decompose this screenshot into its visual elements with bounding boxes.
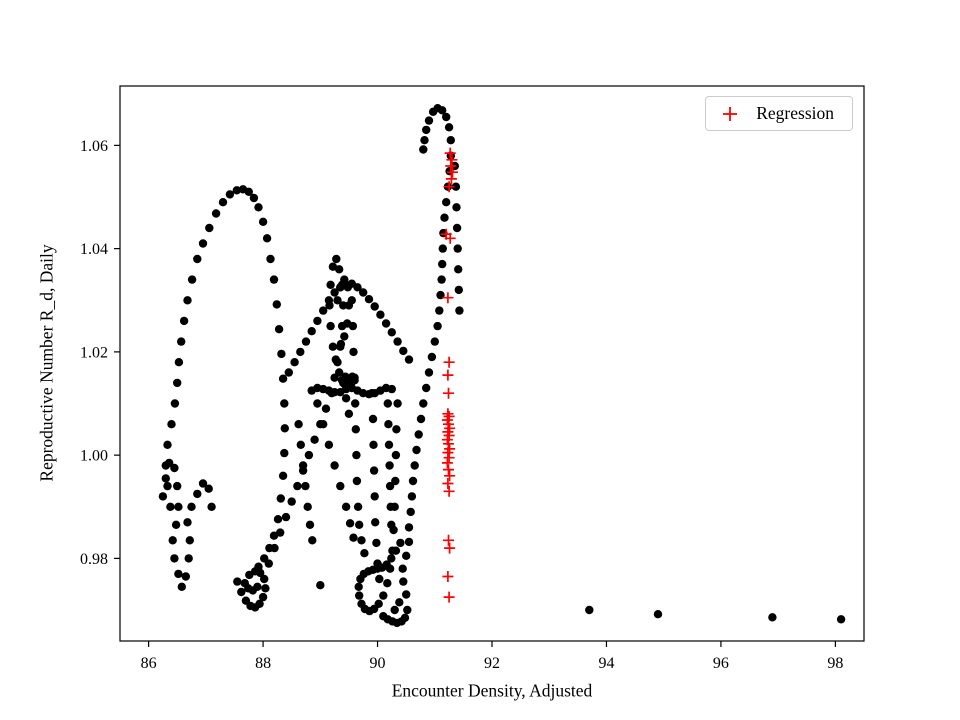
x-ticks: 86 88 90 92 94 96 98	[141, 641, 843, 672]
scatter-series-Regression	[440, 147, 458, 603]
svg-text:92: 92	[484, 655, 500, 672]
y-axis-label: Reproductive Number R_d, Daily	[36, 244, 57, 482]
svg-text:88: 88	[255, 655, 271, 672]
svg-text:1.00: 1.00	[80, 448, 108, 465]
svg-text:98: 98	[827, 655, 843, 672]
axes-frame	[119, 85, 865, 642]
legend-label: Regression	[756, 103, 834, 123]
svg-text:90: 90	[370, 655, 386, 672]
svg-text:1.02: 1.02	[80, 344, 108, 361]
y-ticks: 0.98 1.00 1.02 1.04 1.06	[80, 138, 120, 568]
svg-text:86: 86	[141, 655, 157, 672]
svg-text:1.06: 1.06	[80, 138, 108, 155]
svg-text:94: 94	[598, 655, 614, 672]
x-axis-label: Encounter Density, Adjusted	[391, 680, 593, 701]
svg-text:96: 96	[713, 655, 729, 672]
svg-text:0.98: 0.98	[80, 551, 108, 568]
scatter-series-daily-observations	[158, 104, 846, 628]
legend: Regression	[705, 96, 853, 131]
svg-text:1.04: 1.04	[80, 241, 108, 258]
regression-plus-icon	[723, 106, 738, 121]
